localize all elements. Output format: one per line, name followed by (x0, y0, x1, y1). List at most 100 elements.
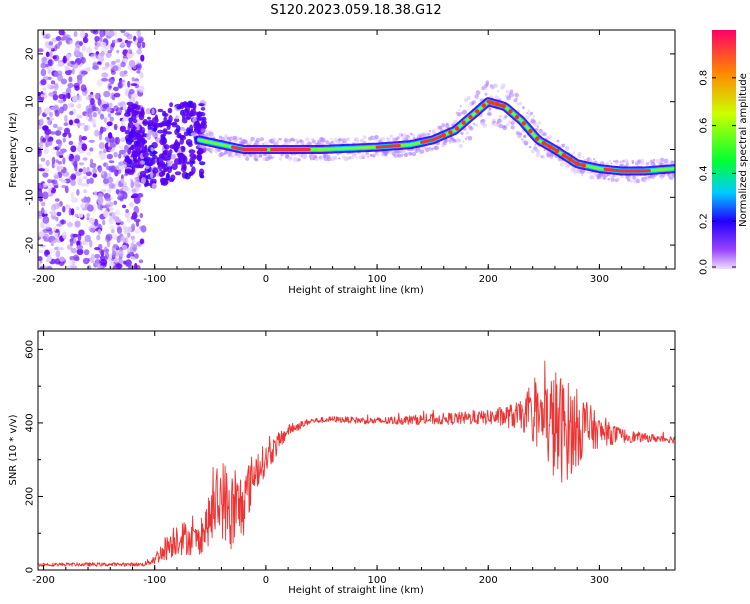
noise-blob (56, 223, 63, 227)
halo-dot (272, 137, 276, 142)
transition-blob (158, 171, 164, 177)
transition-blob (198, 103, 205, 107)
transition-blob (181, 146, 186, 153)
noise-blob (48, 248, 55, 254)
halo-dot (353, 153, 357, 157)
noise-blob (64, 127, 70, 135)
halo-dot (627, 178, 631, 182)
noise-blob (54, 45, 58, 52)
colorbar-tick-label: 0.6 (699, 118, 710, 134)
ridge-peak-dot (481, 103, 486, 108)
halo-dot (325, 140, 330, 144)
noise-blob (57, 61, 64, 67)
transition-blob (136, 124, 140, 131)
transition-blob (177, 132, 182, 138)
noise-blob (100, 258, 108, 266)
halo-dot (205, 130, 210, 135)
noise-blob (86, 217, 90, 221)
ridge-peak-dot (548, 144, 553, 150)
halo-dot (203, 147, 209, 152)
halo-dot (515, 97, 518, 100)
transition-blob (167, 107, 173, 114)
noise-blob (39, 265, 44, 269)
halo-dot (527, 109, 530, 113)
noise-blob (54, 110, 60, 117)
halo-dot (406, 151, 409, 154)
ridge-peak-dot (541, 140, 546, 146)
noise-blob (107, 186, 112, 195)
transition-blob (188, 171, 194, 177)
noise-blob (42, 125, 49, 131)
noise-blob (128, 59, 136, 68)
noise-blob (48, 117, 55, 121)
halo-dot (662, 161, 665, 165)
noise-blob (39, 118, 44, 126)
noise-blob (46, 116, 50, 120)
halo-dot (338, 157, 341, 160)
halo-dot (348, 155, 352, 159)
noise-blob (112, 233, 118, 241)
transition-blob (186, 127, 191, 134)
halo-dot (517, 134, 522, 139)
noise-blob (62, 137, 66, 143)
noise-blob (106, 153, 114, 160)
noise-blob (73, 31, 78, 37)
noise-blob (62, 57, 68, 64)
transition-blob (161, 177, 169, 186)
noise-blob (126, 33, 133, 40)
noise-blob (92, 173, 98, 178)
noise-blob (127, 80, 131, 88)
halo-dot (612, 160, 616, 163)
noise-blob (134, 180, 139, 187)
noise-blob (107, 83, 112, 91)
halo-dot (396, 136, 400, 140)
noise-blob (82, 257, 90, 265)
noise-blob (38, 256, 43, 262)
noise-blob (136, 70, 141, 74)
transition-blob (130, 169, 136, 173)
noise-blob (122, 204, 127, 209)
halo-dot (647, 161, 651, 165)
noise-blob (42, 92, 48, 99)
transition-blob (138, 113, 145, 121)
figure-title: S120.2023.059.18.38.G12 (270, 3, 441, 18)
halo-dot (525, 114, 530, 120)
noise-blob (62, 205, 66, 213)
noise-blob (68, 119, 74, 126)
noise-blob (126, 217, 131, 224)
noise-blob (79, 30, 86, 38)
noise-blob (114, 137, 119, 144)
halo-dot (230, 154, 235, 159)
ridge-peak-dot (501, 104, 506, 109)
transition-blob (130, 126, 136, 132)
noise-blob (119, 125, 126, 133)
noise-blob (124, 211, 130, 219)
y-tick-label: 10 (25, 95, 36, 108)
halo-dot (509, 89, 514, 94)
noise-blob (108, 182, 115, 189)
noise-blob (120, 42, 125, 47)
halo-dot (331, 140, 334, 143)
halo-dot (460, 131, 464, 136)
halo-dot (297, 158, 301, 162)
noise-blob (52, 94, 59, 101)
noise-blob (109, 225, 116, 230)
halo-dot (356, 140, 360, 144)
noise-blob (116, 226, 123, 234)
halo-dot (318, 156, 323, 161)
noise-blob (62, 157, 66, 165)
noise-blob (126, 40, 131, 48)
noise-blob (82, 157, 88, 161)
halo-dot (338, 138, 343, 142)
noise-blob (119, 79, 125, 83)
noise-blob (103, 162, 109, 168)
noise-blob (62, 31, 66, 37)
transition-blob (162, 150, 168, 156)
transition-blob (150, 147, 154, 152)
transition-blob (134, 176, 138, 181)
halo-dot (542, 132, 547, 137)
noise-blob (97, 109, 101, 115)
halo-dot (533, 122, 538, 127)
noise-blob (74, 220, 81, 228)
